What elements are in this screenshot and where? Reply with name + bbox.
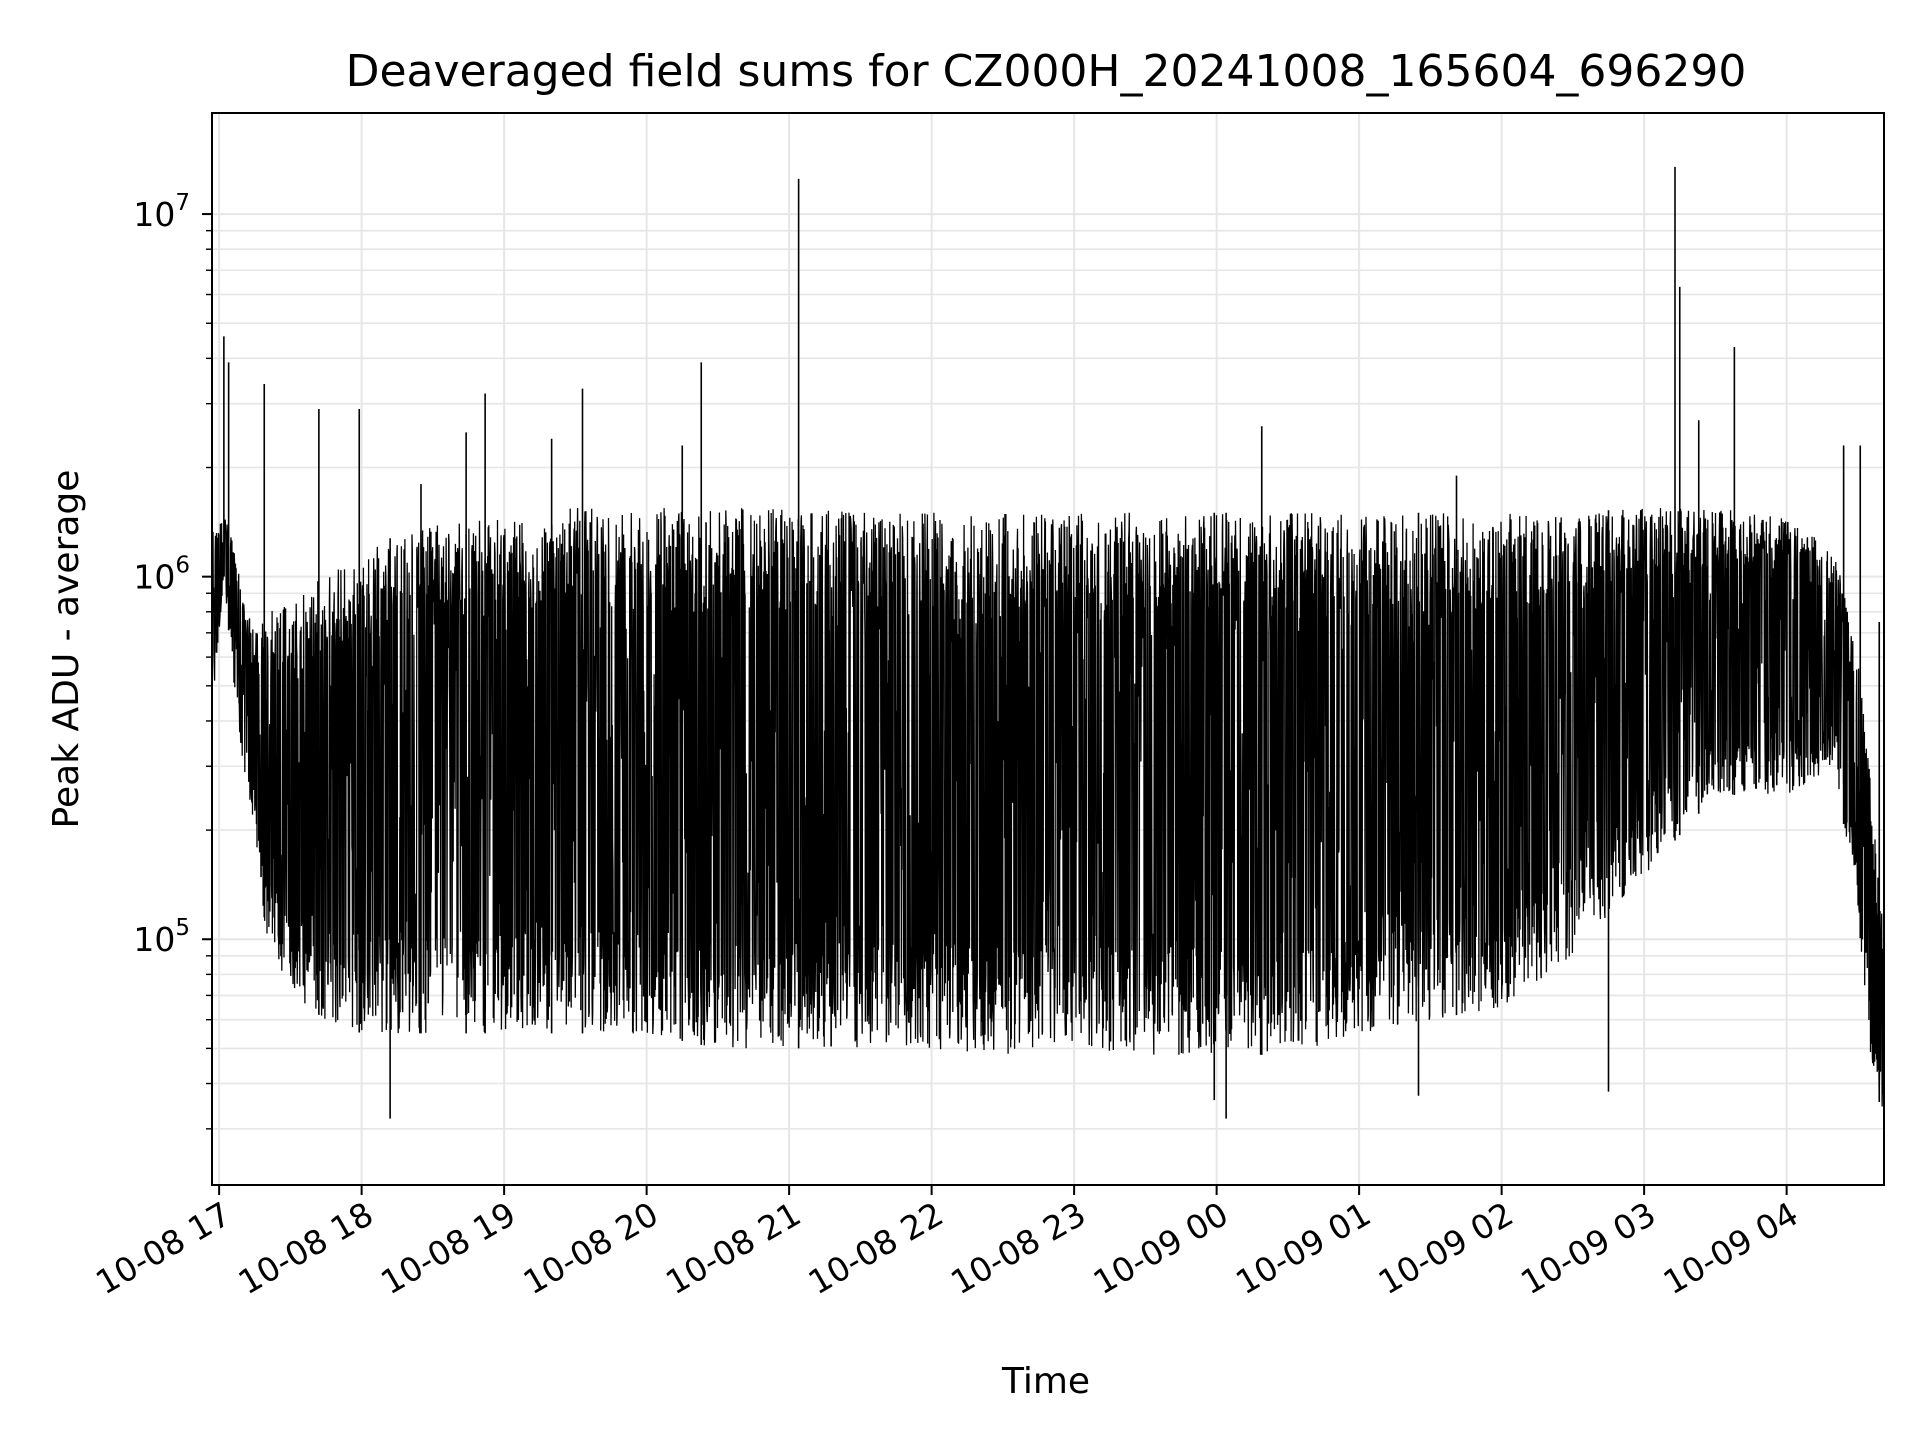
chart-title: Deaveraged field sums for CZ000H_2024100… [346, 46, 1747, 97]
y-tick-base: 10 [133, 558, 175, 597]
y-tick-label: 107 [133, 190, 190, 234]
y-tick-exponent: 6 [175, 553, 190, 579]
plot-frame [211, 112, 1885, 1186]
y-tick-exponent: 5 [175, 915, 190, 941]
y-tick-exponent: 7 [175, 190, 190, 216]
y-tick-label: 106 [133, 553, 190, 597]
series-trace [212, 507, 1884, 1107]
x-axis-label: Time [1001, 1361, 1090, 1402]
plot-area [212, 166, 1884, 1129]
series-line [212, 166, 1884, 1129]
y-axis-label: Peak ADU - average [46, 470, 87, 829]
y-tick-label: 105 [133, 915, 190, 959]
y-tick-base: 10 [133, 920, 175, 959]
y-tick-base: 10 [133, 195, 175, 234]
